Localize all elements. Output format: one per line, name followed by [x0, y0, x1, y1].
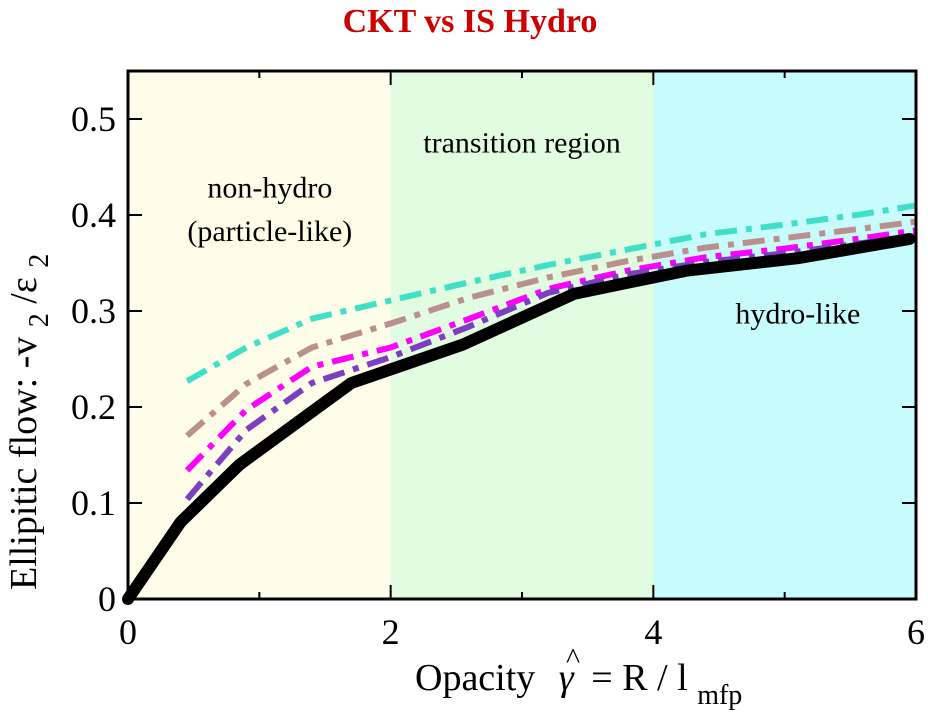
y-axis-label: Ellipitic flow: -v 2 /ε 2: [3, 254, 57, 590]
y-tick-label: 0.3: [71, 291, 116, 331]
y-tick-label: 0.2: [71, 387, 116, 427]
y-tick-label: 0.1: [71, 483, 116, 523]
x-tick-label: 2: [382, 612, 400, 652]
region-band-1: [390, 71, 654, 599]
y-axis-label-slash: /ε: [3, 277, 45, 304]
series-layer: [122, 202, 917, 605]
region-label-0: (particle-like): [187, 215, 352, 248]
x-axis-label-prefix: Opacity: [415, 657, 535, 699]
x-tick-label: 0: [119, 612, 137, 652]
region-labels-layer: non-hydro (particle-like) transition regio…: [187, 127, 860, 331]
y-axis-label-sub1: 2: [24, 313, 55, 327]
x-axis-label-subscript: mfp: [697, 680, 742, 711]
x-axis-label-symbol: γ: [559, 657, 575, 699]
chart-title: CKT vs IS Hydro: [343, 3, 598, 40]
y-tick-label: 0.5: [71, 99, 116, 139]
region-label-0: non-hydro: [207, 172, 332, 205]
ticks-layer: 0 2 4 6 0 0.1 0.2 0.3 0.4 0.5: [71, 71, 925, 652]
y-tick-label: 0.4: [71, 195, 116, 235]
regions-layer: [128, 71, 916, 599]
y-axis-label-sub2: 2: [24, 254, 55, 268]
series-line-4: [122, 233, 916, 605]
x-axis-label-hat: ^: [566, 642, 580, 675]
region-label-1: transition region: [423, 127, 620, 160]
x-axis-label: Opacity γ = R / l mfp: [415, 657, 742, 711]
region-label-2: hydro-like: [735, 297, 860, 330]
y-tick-label: 0: [98, 579, 116, 619]
series-line-0: [185, 202, 917, 384]
plot-frame: [126, 69, 918, 601]
series-line-2: [184, 227, 917, 473]
y-axis-label-main: Ellipitic flow: -v: [3, 337, 45, 590]
x-axis-label-equation: = R / l: [591, 657, 687, 699]
x-tick-label: 4: [644, 612, 662, 652]
x-tick-label: 6: [907, 612, 925, 652]
region-band-2: [653, 71, 916, 599]
series-line-1: [185, 218, 917, 439]
